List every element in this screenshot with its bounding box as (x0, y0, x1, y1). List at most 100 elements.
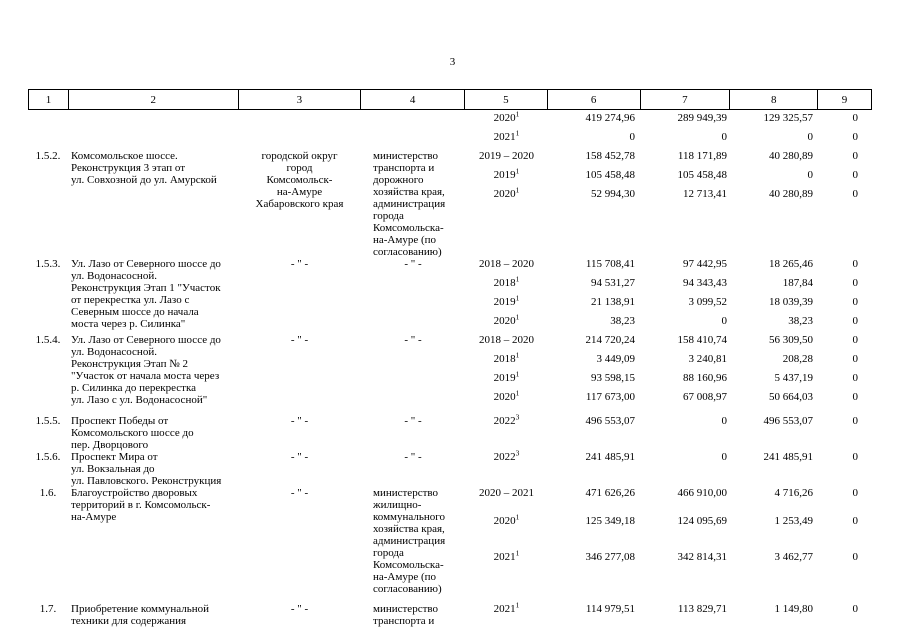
year-row: 2020 – 2021 471 626,26 466 910,00 4 716,26 0 (465, 487, 872, 506)
period-text: 2020 – 2021 (479, 487, 534, 499)
amount-col7-cell: 97 442,95 (683, 258, 727, 270)
executor-cell: министерство транспорта и (373, 603, 439, 627)
period-text: 2018 – 2020 (479, 334, 534, 346)
period-text: 2020 (493, 391, 516, 403)
period-footnote-mark: 1 (515, 274, 520, 284)
executor-cell: - " - (404, 451, 422, 463)
amount-col7-cell: 342 814,31 (677, 551, 728, 563)
header-col-6: 6 (548, 90, 641, 109)
period-cell: 20211 (465, 600, 548, 622)
period-cell: 20211 (465, 548, 548, 570)
amount-total-cell: 38,23 (610, 315, 635, 327)
amount-col8-cell: 496 553,07 (763, 415, 814, 427)
header-col-5: 5 (465, 90, 548, 109)
table-item-1.6: 1.6. Благоустройство дворовых территорий … (28, 487, 872, 595)
amount-col8-cell: 50 664,03 (769, 391, 813, 403)
year-row: 2018 – 2020 214 720,24 158 410,74 56 309,50… (465, 334, 872, 353)
table-item-1.5.5: 1.5.5. Проспект Победы от Комсомольского … (28, 413, 872, 451)
period-footnote-mark: 1 (515, 128, 520, 138)
amount-total-cell: 125 349,18 (585, 515, 636, 527)
year-rows: 2020 – 2021 471 626,26 466 910,00 4 716,26 0… (465, 487, 872, 570)
period-footnote-mark: 1 (515, 369, 520, 379)
amount-col9-cell: 0 (852, 131, 859, 143)
period-footnote-mark: 1 (515, 600, 520, 610)
executor-cell: - " - (404, 258, 422, 270)
period-footnote-mark: 1 (515, 548, 520, 558)
header-col-1: 1 (29, 90, 69, 109)
amount-col9-cell: 0 (852, 112, 859, 124)
period-cell: 20181 (465, 274, 548, 296)
year-row: 20181 94 531,27 94 343,43 187,84 0 (465, 274, 872, 296)
implementer-cell: - " - (290, 415, 309, 427)
amount-col9-cell: 0 (852, 353, 859, 365)
amount-total-cell: 93 598,15 (591, 372, 635, 384)
period-cell: 20191 (465, 294, 548, 315)
header-col-9: 9 (841, 93, 848, 106)
amount-col9-cell: 0 (852, 150, 859, 162)
period-cell: 2019 – 2020 (465, 150, 548, 169)
year-row: 20191 93 598,15 88 160,96 5 437,19 0 (465, 369, 872, 391)
item-name: Благоустройство дворовых территорий в г.… (71, 487, 211, 523)
amount-col7-cell: 0 (721, 131, 728, 143)
amount-col8-cell: 1 149,80 (774, 603, 814, 615)
table-item-1.5.3: 1.5.3. Ул. Лазо от Северного шоссе до ул.… (28, 258, 872, 334)
amount-col7-cell: 118 171,89 (677, 150, 727, 162)
table-item-1.5.2: 1.5.2. Комсомольское шоссе. Реконструкция… (28, 150, 872, 258)
amount-total-cell: 117 673,00 (585, 391, 635, 403)
amount-total-cell: 3 449,09 (596, 353, 636, 365)
amount-col7-cell: 466 910,00 (677, 487, 728, 499)
amount-col8-cell: 18 265,46 (769, 258, 813, 270)
period-text: 2018 – 2020 (479, 258, 534, 270)
amount-col7-cell: 124 095,69 (677, 515, 728, 527)
amount-col7-cell: 3 240,81 (688, 353, 728, 365)
period-footnote-mark: 1 (515, 512, 520, 522)
period-footnote-mark: 1 (515, 166, 520, 176)
amount-col9-cell: 0 (852, 372, 859, 384)
amount-col9-cell: 0 (852, 515, 859, 527)
executor-cell: министерство жилищно- коммунального хозя… (373, 487, 446, 595)
period-text: 2020 (493, 515, 516, 527)
item-name: Ул. Лазо от Северного шоссе до ул. Водон… (71, 258, 221, 330)
amount-col9-cell: 0 (852, 451, 859, 463)
year-row: 20211 114 979,51 113 829,71 1 149,80 0 (465, 600, 872, 622)
amount-col8-cell: 0 (807, 169, 814, 181)
amount-total-cell: 114 979,51 (585, 603, 635, 615)
year-row: 20201 38,23 0 38,23 0 (465, 312, 872, 334)
year-row: 20191 105 458,48 105 458,48 0 0 (465, 166, 872, 188)
period-footnote-mark: 1 (515, 388, 520, 398)
year-rows: 2018 – 2020 115 708,41 97 442,95 18 265,46 0… (465, 258, 872, 334)
amount-col9-cell: 0 (852, 603, 859, 615)
period-cell: 2018 – 2020 (465, 258, 548, 277)
executor-cell: министерство транспорта и дорожного хозя… (373, 150, 446, 258)
period-text: 2022 (493, 415, 516, 427)
year-row: 20201 125 349,18 124 095,69 1 253,49 0 (465, 512, 872, 534)
period-text: 2020 (493, 112, 516, 124)
table-body: 20201 419 274,96 289 949,39 129 325,57 0 2021… (28, 110, 872, 627)
amount-col9-cell: 0 (852, 169, 859, 181)
year-row: 20181 3 449,09 3 240,81 208,28 0 (465, 351, 872, 372)
item-number: 1.5.6. (35, 451, 61, 463)
item-name: Комсомольское шоссе. Реконструкция 3 эта… (71, 150, 217, 186)
header-col-8: 8 (730, 90, 819, 109)
amount-col7-cell: 12 713,41 (683, 188, 727, 200)
period-cell: 20223 (465, 448, 548, 470)
period-footnote-mark: 3 (515, 448, 520, 458)
amount-total-cell: 0 (629, 131, 636, 143)
period-text: 2021 (493, 603, 516, 615)
amount-total-cell: 346 277,08 (585, 551, 636, 563)
period-cell: 20191 (465, 369, 548, 391)
header-col-7: 7 (641, 90, 731, 109)
amount-col8-cell: 3 462,77 (774, 551, 814, 563)
amount-col8-cell: 5 437,19 (774, 372, 814, 384)
item-number: 1.5.3. (35, 258, 61, 270)
amount-col7-cell: 88 160,96 (683, 372, 727, 384)
table-item-1.5.4: 1.5.4. Ул. Лазо от Северного шоссе до ул.… (28, 334, 872, 410)
amount-total-cell: 158 452,78 (585, 150, 636, 162)
period-text: 2021 (493, 551, 516, 563)
period-cell: 20223 (465, 413, 548, 434)
period-footnote-mark: 1 (515, 312, 520, 322)
amount-col9-cell: 0 (852, 188, 859, 200)
period-cell: 20201 (465, 312, 548, 334)
amount-col9-cell: 0 (852, 415, 859, 427)
amount-total-cell: 115 708,41 (585, 258, 635, 270)
